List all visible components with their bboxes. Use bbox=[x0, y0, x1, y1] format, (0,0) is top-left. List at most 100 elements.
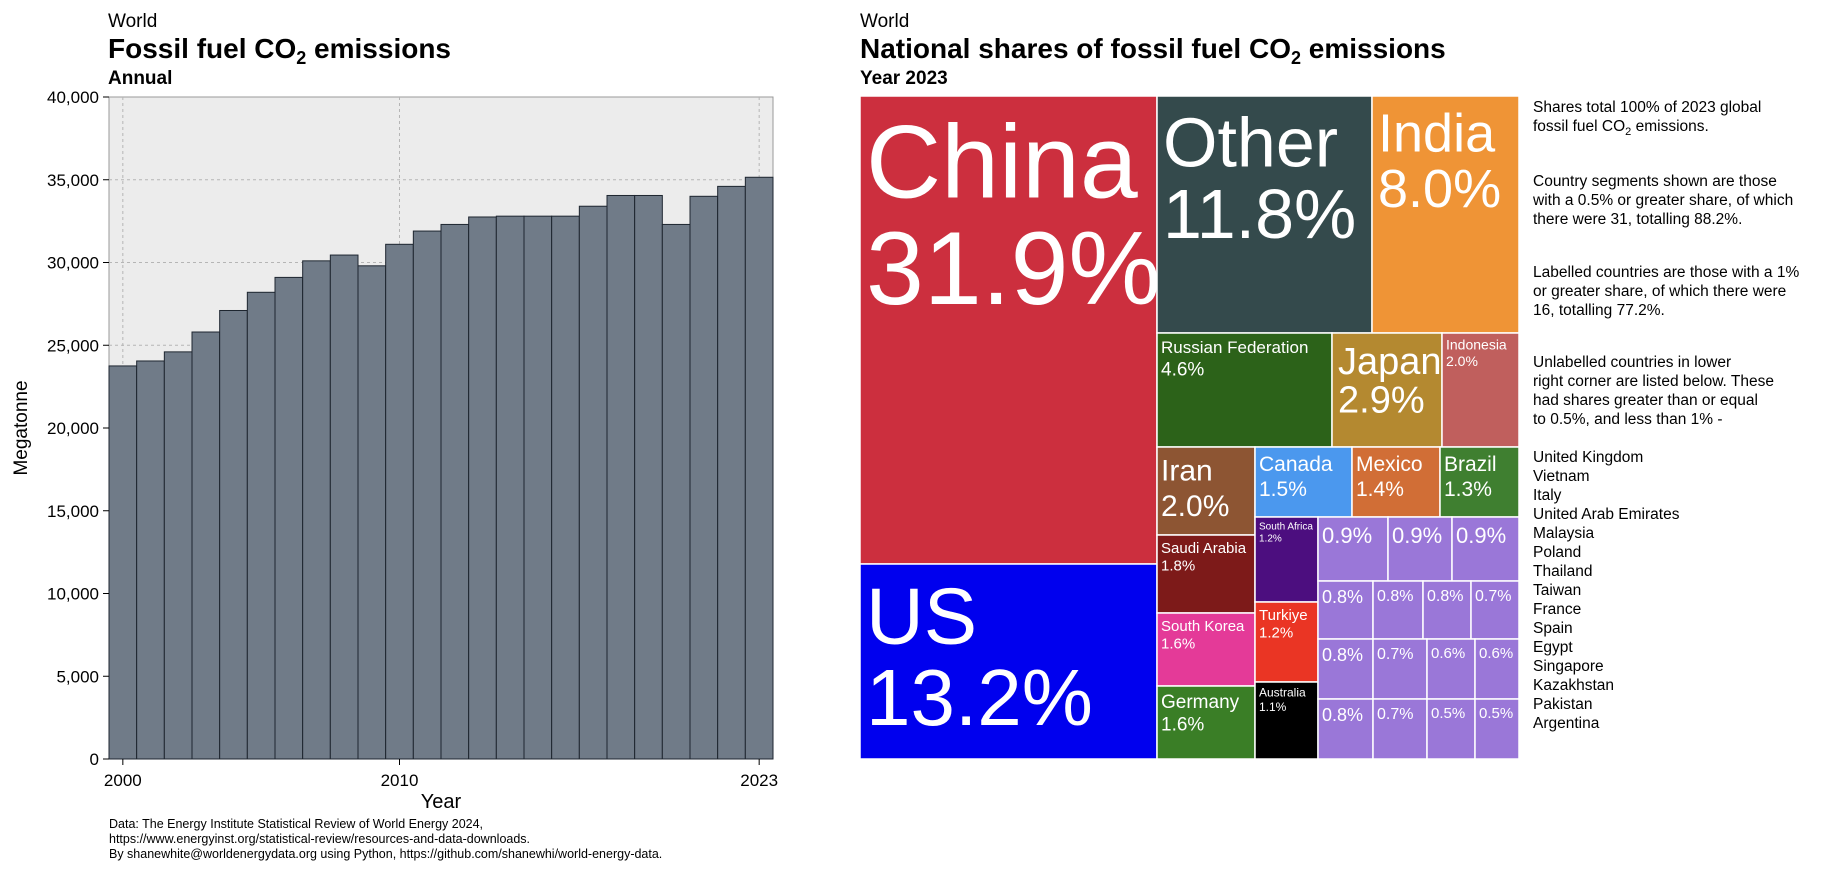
treemap-value-label: 1.6% bbox=[1161, 714, 1204, 735]
treemap-value-label: 0.9% bbox=[1322, 523, 1372, 548]
treemap-cell-brazil bbox=[1439, 446, 1520, 518]
treemap-name-label: Australia bbox=[1259, 686, 1306, 700]
y-tick-label: 15,000 bbox=[47, 502, 99, 521]
treemap-cell-unlabelled-31 bbox=[1474, 698, 1520, 760]
unlabelled-country: Pakistan bbox=[1533, 696, 1592, 713]
treemap-name-label: Germany bbox=[1161, 692, 1240, 713]
x-tick-label: 2010 bbox=[381, 771, 419, 790]
left-x-axis-label: Year bbox=[421, 791, 462, 813]
y-tick-label: 25,000 bbox=[47, 336, 99, 355]
treemap-name-label: Japan bbox=[1338, 341, 1442, 383]
treemap-value-label: 0.8% bbox=[1322, 705, 1363, 725]
treemap-cell-unlabelled-17 bbox=[1317, 516, 1389, 582]
treemap-cell-russian-federation bbox=[1156, 332, 1333, 448]
bar-2009 bbox=[357, 265, 387, 760]
bar-2015 bbox=[523, 215, 553, 760]
treemap-name-label: Iran bbox=[1161, 455, 1213, 488]
unlabelled-country: Spain bbox=[1533, 620, 1573, 637]
treemap-name-label: Brazil bbox=[1444, 453, 1497, 476]
treemap-cell-saudi-arabia bbox=[1156, 534, 1256, 614]
bar-2007 bbox=[302, 260, 331, 760]
treemap-value-label: 0.8% bbox=[1322, 645, 1363, 665]
treemap-value-label: 0.8% bbox=[1377, 588, 1413, 605]
treemap-value-label: 0.6% bbox=[1431, 645, 1465, 662]
treemap-cell-indonesia bbox=[1441, 332, 1520, 448]
unlabelled-country: United Kingdom bbox=[1533, 449, 1643, 466]
source-line: Data: The Energy Institute Statistical R… bbox=[109, 817, 483, 831]
right-region-label: World bbox=[860, 11, 909, 32]
y-tick-label: 0 bbox=[90, 750, 99, 769]
treemap-cell-mexico bbox=[1351, 446, 1441, 518]
note-segments-line: with a 0.5% or greater share, of which bbox=[1532, 192, 1793, 209]
treemap-value-label: 0.7% bbox=[1377, 646, 1413, 663]
treemap-notes: Country segments shown are those with a 0… bbox=[1532, 173, 1799, 732]
treemap-value-label: 2.0% bbox=[1161, 490, 1229, 523]
treemap-value-label: 0.8% bbox=[1427, 588, 1463, 605]
treemap-cell-unlabelled-24 bbox=[1317, 638, 1374, 700]
bar-2004 bbox=[219, 309, 248, 760]
treemap-cell-unlabelled-29 bbox=[1372, 698, 1428, 760]
treemap-value-label: 0.6% bbox=[1479, 645, 1513, 662]
unlabelled-country: United Arab Emirates bbox=[1533, 506, 1680, 523]
treemap-name-label: Mexico bbox=[1356, 453, 1423, 476]
treemap-value-label: 0.9% bbox=[1456, 523, 1506, 548]
treemap-cell-unlabelled-30 bbox=[1426, 698, 1476, 760]
bar-2020 bbox=[661, 223, 691, 760]
bar-2010 bbox=[385, 243, 414, 760]
bar-2017 bbox=[578, 205, 608, 760]
unlabelled-country: Egypt bbox=[1533, 639, 1573, 656]
treemap-value-label: 2.9% bbox=[1338, 380, 1425, 422]
y-tick-label: 10,000 bbox=[47, 585, 99, 604]
unlabelled-country: Malaysia bbox=[1533, 525, 1595, 542]
treemap-value-label: 1.6% bbox=[1161, 635, 1195, 652]
treemap-value-label: 13.2% bbox=[866, 653, 1093, 742]
source-line: By shanewhite@worldenergydata.org using … bbox=[109, 847, 662, 861]
treemap-value-label: 4.6% bbox=[1161, 359, 1204, 380]
y-tick-label: 30,000 bbox=[47, 254, 99, 273]
bar-2022 bbox=[717, 185, 746, 760]
note-shares-line2: fossil fuel CO2 emissions. bbox=[1533, 118, 1709, 138]
bar-2019 bbox=[634, 194, 663, 760]
treemap-cell-unlabelled-28 bbox=[1317, 698, 1374, 760]
bar-2014 bbox=[495, 215, 525, 760]
unlabelled-country: Thailand bbox=[1533, 563, 1592, 580]
treemap-cell-unlabelled-26 bbox=[1426, 638, 1476, 700]
note-labelled-line: Labelled countries are those with a 1% bbox=[1533, 264, 1799, 281]
bar-2012 bbox=[440, 223, 470, 760]
treemap-value-label: 1.4% bbox=[1356, 478, 1404, 501]
treemap-value-label: 0.7% bbox=[1377, 706, 1413, 723]
treemap-name-label: Other bbox=[1163, 103, 1338, 181]
bar-2011 bbox=[412, 230, 442, 760]
treemap-cell-india bbox=[1371, 95, 1520, 334]
note-unlabelled-line: Unlabelled countries in lower bbox=[1533, 354, 1731, 371]
treemap-value-label: 1.8% bbox=[1161, 557, 1195, 574]
source-line: https://www.energyinst.org/statistical-r… bbox=[109, 832, 530, 846]
treemap-name-label: Indonesia bbox=[1446, 337, 1507, 353]
bar-2016 bbox=[551, 215, 580, 760]
unlabelled-country: Poland bbox=[1533, 544, 1581, 561]
x-tick-label: 2000 bbox=[104, 771, 142, 790]
treemap-name-label: China bbox=[866, 105, 1138, 221]
x-tick-label: 2023 bbox=[740, 771, 778, 790]
right-chart-title: National shares of fossil fuel CO2 emiss… bbox=[860, 33, 1446, 68]
treemap-cell-unlabelled-19 bbox=[1451, 516, 1520, 582]
treemap-cell-australia bbox=[1254, 681, 1319, 760]
treemap-value-label: 0.8% bbox=[1322, 587, 1363, 607]
treemap-name-label: US bbox=[866, 572, 977, 661]
bar-2018 bbox=[606, 194, 636, 760]
y-tick-label: 20,000 bbox=[47, 419, 99, 438]
bar-2021 bbox=[689, 195, 719, 760]
left-chart-subtitle: Annual bbox=[108, 68, 172, 89]
bar-2003 bbox=[191, 331, 221, 760]
treemap-value-label: 1.2% bbox=[1259, 533, 1282, 544]
treemap-cell-china bbox=[859, 95, 1158, 565]
bar-2001 bbox=[136, 360, 165, 760]
left-chart-title: Fossil fuel CO2 emissions bbox=[108, 33, 451, 68]
bar-2008 bbox=[329, 254, 359, 760]
treemap-name-label: Saudi Arabia bbox=[1161, 540, 1247, 557]
note-unlabelled-line: right corner are listed below. These bbox=[1533, 373, 1774, 390]
treemap-cell-turkiye bbox=[1254, 601, 1319, 683]
treemap-name-label: Canada bbox=[1259, 453, 1333, 476]
treemap-value-label: 8.0% bbox=[1378, 159, 1501, 219]
